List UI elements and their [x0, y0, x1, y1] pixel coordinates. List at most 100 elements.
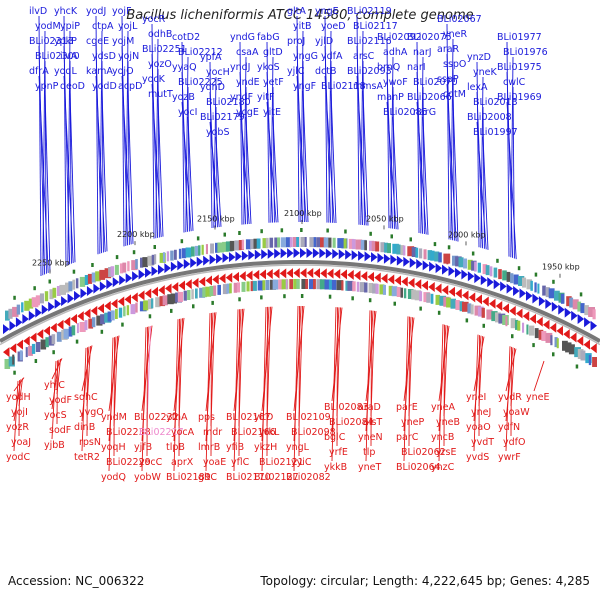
forward-gene-label: yocR: [142, 14, 166, 25]
forward-gene-arrow: [442, 264, 449, 275]
forward-gene-arrow: [145, 267, 152, 278]
forward-gene-label: BLi02013: [473, 97, 518, 108]
forward-annotation-block: [59, 284, 66, 295]
reverse-gene-label: yitD: [254, 412, 273, 423]
reverse-gene-arrow: [516, 308, 523, 319]
forward-gene-leader: [272, 116, 279, 223]
forward-rna-marker: [300, 228, 303, 232]
forward-annotation-block: [407, 246, 415, 257]
forward-gene-arrow: [325, 248, 333, 259]
reverse-gene-label: yjbB: [44, 440, 65, 451]
reverse-gene-label: yocS: [44, 410, 67, 421]
reverse-rna-marker: [121, 322, 124, 327]
forward-gene-leader: [330, 90, 337, 224]
forward-gene-arrow: [112, 277, 120, 288]
reverse-annotation-block: [147, 299, 153, 310]
reverse-gene-arrow: [252, 269, 260, 280]
reverse-rna-marker: [100, 329, 104, 334]
reverse-rna-marker: [52, 350, 55, 355]
forward-gene-arrow: [119, 275, 126, 286]
forward-gene-label: ctpA: [92, 21, 114, 32]
forward-gene-label: BLi01997: [473, 127, 518, 138]
forward-gene-arrow: [590, 320, 598, 331]
forward-rna-marker: [153, 245, 156, 249]
forward-gene-leader: [324, 75, 335, 223]
forward-gene-label: BLi02180: [206, 97, 251, 108]
reverse-gene-arrow: [387, 274, 395, 285]
reverse-gene-label: lmrB: [198, 442, 220, 453]
forward-annotation-block: [332, 237, 336, 248]
reverse-gene-label: ydfO: [503, 437, 525, 448]
forward-gene-arrow: [28, 310, 36, 321]
reverse-gene-arrow: [219, 273, 226, 284]
reverse-annotation-block: [31, 343, 36, 354]
reverse-annotation-block: [195, 288, 198, 299]
forward-rna-marker: [115, 255, 119, 260]
reverse-gene-label: BLi02109: [286, 412, 331, 423]
forward-annotation-block: [300, 237, 305, 247]
forward-gene-label: ypkP: [54, 36, 77, 47]
forward-gene-arrow: [157, 264, 165, 275]
forward-annotation-block: [498, 269, 502, 280]
forward-gene-leader: [356, 75, 367, 226]
forward-gene-label: yndE: [236, 77, 260, 88]
reverse-annotation-block: [250, 281, 253, 292]
reverse-gene-arrow: [414, 279, 422, 290]
forward-gene-label: yneK: [473, 67, 497, 78]
reverse-annotation-block: [341, 280, 344, 291]
forward-gene-label: BLi02117: [353, 21, 398, 32]
gene-labels[interactable]: ilvD yodM BLi02313 BLi02300 dfrA ypnP yhcK ypiP…: [6, 6, 550, 483]
reverse-gene-arrow: [549, 322, 557, 333]
reverse-gene-label: yfiB: [226, 442, 244, 453]
reverse-annotation-block: [155, 297, 161, 308]
reverse-gene-arrow: [273, 268, 280, 279]
forward-gene-label: ykoS: [257, 62, 280, 73]
reverse-gene-arrow: [401, 276, 408, 287]
forward-annotation-block: [392, 243, 399, 254]
forward-annotation-block: [419, 248, 423, 259]
reverse-gene-leader: [473, 334, 479, 452]
reverse-gene-label: yojI: [11, 407, 28, 418]
forward-annotation-block: [170, 250, 174, 261]
reverse-gene-label: yncB: [431, 432, 454, 443]
forward-annotation-block: [351, 239, 356, 250]
reverse-annotation-block: [236, 282, 240, 293]
reverse-annotation-block: [265, 280, 270, 290]
forward-gene-leader: [266, 71, 274, 223]
reverse-annotation-block: [481, 307, 485, 318]
forward-gene-arrow: [74, 290, 81, 301]
reverse-gene-label: alsT: [363, 417, 382, 428]
reverse-gene-arrow: [381, 273, 388, 284]
forward-annotation-block: [229, 240, 235, 251]
reverse-annotation-block: [439, 295, 447, 306]
forward-rna-marker: [496, 258, 499, 263]
forward-gene-label: csaA: [236, 47, 259, 58]
forward-gene-leader: [416, 101, 427, 235]
reverse-gene-arrow: [293, 268, 300, 279]
backbone-arc: [0, 259, 600, 343]
reverse-gene-label: yodQ: [101, 472, 126, 483]
forward-gene-arrow: [532, 293, 539, 304]
forward-annotation-block: [572, 299, 579, 310]
reverse-annotation-block: [364, 282, 368, 293]
forward-annotation-block: [154, 254, 157, 265]
forward-annotation-block: [482, 264, 488, 275]
reverse-gene-leader: [336, 307, 338, 447]
forward-rna-marker: [72, 269, 76, 274]
forward-annotation-block: [592, 309, 596, 320]
forward-gene-leader: [63, 75, 74, 264]
forward-gene-arrow: [513, 285, 520, 296]
forward-annotation-block: [560, 293, 565, 304]
reverse-annotation-block: [233, 282, 238, 293]
forward-annotation-block: [502, 270, 507, 281]
forward-annotation-block: [250, 239, 257, 249]
reverse-annotation-block: [126, 305, 130, 316]
reverse-annotation-block: [359, 282, 365, 293]
forward-annotation-block: [455, 256, 462, 267]
forward-annotation-block: [430, 250, 435, 261]
forward-annotation-block: [537, 283, 540, 294]
forward-annotation-block: [87, 273, 93, 284]
reverse-gene-label: yoaJ: [11, 437, 31, 448]
reverse-annotation-block: [404, 288, 407, 299]
